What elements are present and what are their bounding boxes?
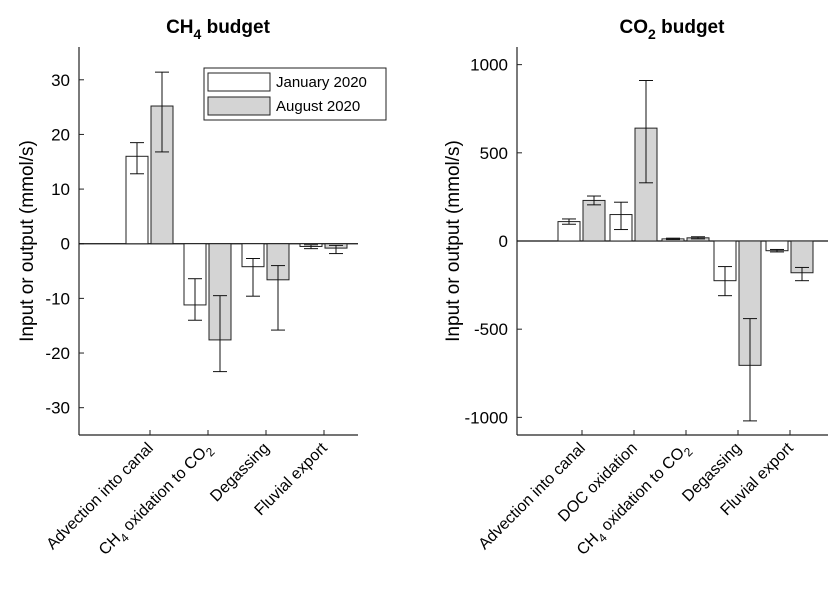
y-tick-label: -1000	[465, 408, 508, 427]
y-axis-label: Input or output (mmol/s)	[443, 140, 464, 342]
chart-title: CO2 budget	[620, 17, 726, 42]
legend: January 2020 August 2020	[203, 67, 387, 121]
y-tick-label: 0	[61, 235, 70, 254]
y-tick-label: 1000	[470, 56, 508, 75]
y-tick-label: 10	[51, 180, 70, 199]
chart-panel-ch4: CH4 budget -30 -20 -10 0 10 20 30 Input or outpu…	[17, 17, 387, 562]
legend-swatch	[207, 96, 271, 116]
legend-label: August 2020	[276, 98, 360, 115]
y-tick-label: -500	[474, 320, 508, 339]
chart-title: CH4 budget	[166, 17, 271, 42]
x-tick-label: CH4 oxidation to CO2	[96, 440, 218, 562]
x-tick-label: CH4 oxidation to CO2	[574, 440, 696, 562]
y-tick-label: -20	[45, 344, 70, 363]
legend-swatch	[207, 72, 271, 92]
x-tick-label: Advection into canal	[44, 440, 157, 553]
chart-panel-co2: CO2 budget -1000 -500 0 500 1000 Input or outp…	[443, 17, 828, 562]
y-tick-label: 0	[499, 232, 508, 251]
y-tick-label: -30	[45, 399, 70, 418]
y-tick-label: 500	[480, 144, 508, 163]
y-axis-label: Input or output (mmol/s)	[17, 140, 38, 342]
y-tick-label: -10	[45, 289, 70, 308]
legend-label: January 2020	[276, 74, 367, 91]
bar-august-0	[582, 199, 606, 242]
y-tick-label: 30	[51, 71, 70, 90]
y-tick-label: 20	[51, 125, 70, 144]
